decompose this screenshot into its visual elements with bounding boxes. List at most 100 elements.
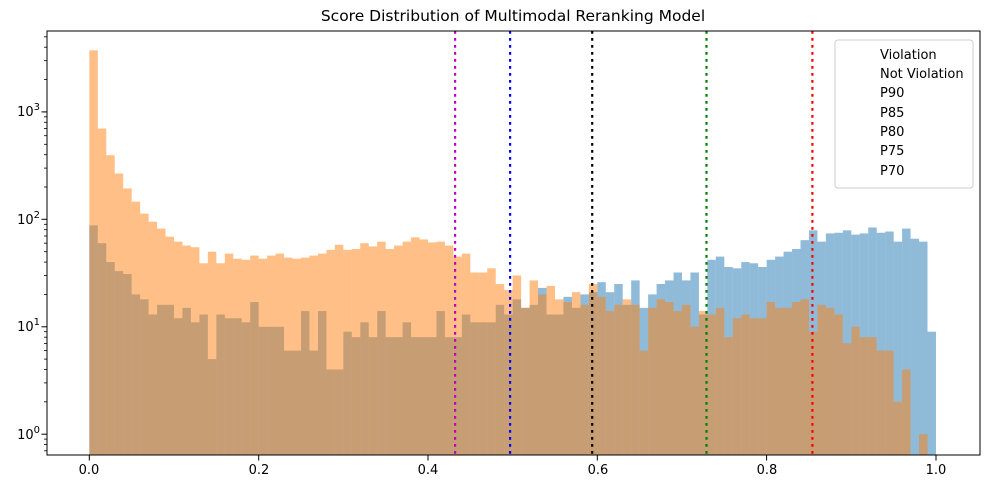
histogram-bar — [749, 318, 759, 455]
histogram-bar — [648, 307, 657, 455]
histogram-bar — [707, 314, 716, 455]
histogram-bar — [919, 241, 928, 455]
y-tick-label: 103 — [17, 102, 40, 120]
histogram-bar — [842, 343, 852, 455]
histogram-bar — [910, 238, 920, 455]
histogram-bar — [876, 232, 886, 455]
legend-label: P85 — [880, 106, 904, 121]
legend-label: P80 — [880, 125, 904, 140]
chart-title: Score Distribution of Multimodal Reranki… — [321, 7, 705, 25]
histogram-bar — [766, 302, 776, 455]
histogram-bar — [665, 302, 674, 455]
histogram-bar — [174, 241, 183, 455]
histogram-bar — [419, 239, 428, 455]
histogram-bar — [377, 241, 386, 455]
histogram-bar — [182, 245, 191, 455]
histogram-bar — [131, 201, 141, 455]
histogram-bar — [275, 253, 285, 455]
histogram-bar — [436, 241, 445, 455]
histogram-bar — [554, 299, 564, 455]
histogram-bar — [758, 318, 767, 455]
histogram-bar — [902, 369, 911, 455]
histogram-bar — [504, 289, 513, 455]
legend-label: P90 — [880, 86, 904, 101]
histogram-bar — [639, 350, 649, 455]
x-tick-label: 0.4 — [418, 463, 439, 478]
histogram-bar — [817, 304, 826, 455]
histogram-bar — [783, 307, 793, 455]
histogram-bar — [834, 314, 843, 455]
legend-label: P75 — [880, 144, 904, 159]
histogram-bar — [563, 302, 572, 455]
legend-label: Not Violation — [880, 67, 964, 82]
x-tick-label: 1.0 — [926, 463, 947, 478]
histogram-bar — [453, 256, 462, 455]
histogram-bar — [546, 285, 555, 455]
histogram-bar — [106, 155, 115, 455]
histogram-bar — [326, 249, 335, 455]
histogram-bar — [885, 231, 894, 455]
histogram-bar — [241, 259, 251, 455]
histogram-bar — [690, 326, 699, 455]
histogram-bar — [250, 255, 259, 455]
histogram-bar — [165, 236, 174, 455]
histogram-bar — [698, 311, 708, 455]
histogram-bar — [478, 272, 488, 455]
histogram-bar — [859, 337, 869, 455]
histogram-bar — [368, 246, 378, 455]
histogram-bar — [343, 249, 352, 455]
histogram-bar — [216, 263, 225, 455]
histogram-bar — [309, 255, 318, 455]
histogram-bar — [284, 257, 293, 455]
histogram-bar — [140, 213, 149, 455]
histogram-bar — [538, 294, 547, 455]
histogram-bar — [715, 307, 725, 455]
axes — [41, 30, 981, 461]
histogram-bar — [876, 350, 886, 455]
histogram-bar — [521, 307, 530, 455]
histogram-bar — [317, 253, 327, 455]
x-tick-label: 0.2 — [249, 463, 270, 478]
histogram-bar — [927, 331, 936, 455]
histogram-bar — [681, 304, 691, 455]
y-tick-label: 101 — [17, 317, 40, 335]
x-tick-label: 0.8 — [757, 463, 778, 478]
histogram-bar — [148, 221, 158, 455]
y-tick-label: 102 — [17, 210, 40, 228]
histogram-bar — [394, 245, 403, 455]
legend-box — [834, 39, 974, 189]
histogram-bar — [902, 228, 911, 455]
histogram-bar — [360, 243, 369, 455]
histogram-bar — [673, 311, 682, 455]
histogram-bar — [461, 253, 471, 455]
y-tick-label: 100 — [17, 425, 40, 443]
histogram-bar — [893, 401, 903, 455]
histogram-bar — [300, 257, 310, 455]
histogram-bar — [605, 311, 615, 455]
histogram-bar — [411, 237, 420, 455]
histogram-bar — [631, 304, 640, 455]
histogram-bar — [157, 228, 166, 455]
legend-label: P70 — [880, 164, 904, 179]
histogram-bar — [199, 263, 208, 455]
histogram-bar — [97, 128, 107, 455]
histogram-bar — [495, 284, 505, 455]
histogram-bar — [597, 296, 606, 455]
histogram-bar — [919, 434, 928, 455]
histogram-bar — [233, 258, 242, 455]
histogram-bar — [775, 307, 784, 455]
histogram-bar — [529, 280, 539, 455]
x-tick-label: 0.6 — [588, 463, 609, 478]
histogram-bar — [444, 245, 454, 455]
histogram-bar — [89, 50, 98, 455]
percentile-lines — [454, 31, 814, 455]
histogram-bar — [885, 350, 894, 455]
histogram-bar — [292, 258, 301, 455]
histogram-bar — [622, 299, 632, 455]
histogram-bar — [732, 318, 742, 455]
histogram-bar — [851, 326, 860, 455]
histogram-bar — [385, 248, 395, 455]
legend-label: Violation — [880, 48, 937, 63]
